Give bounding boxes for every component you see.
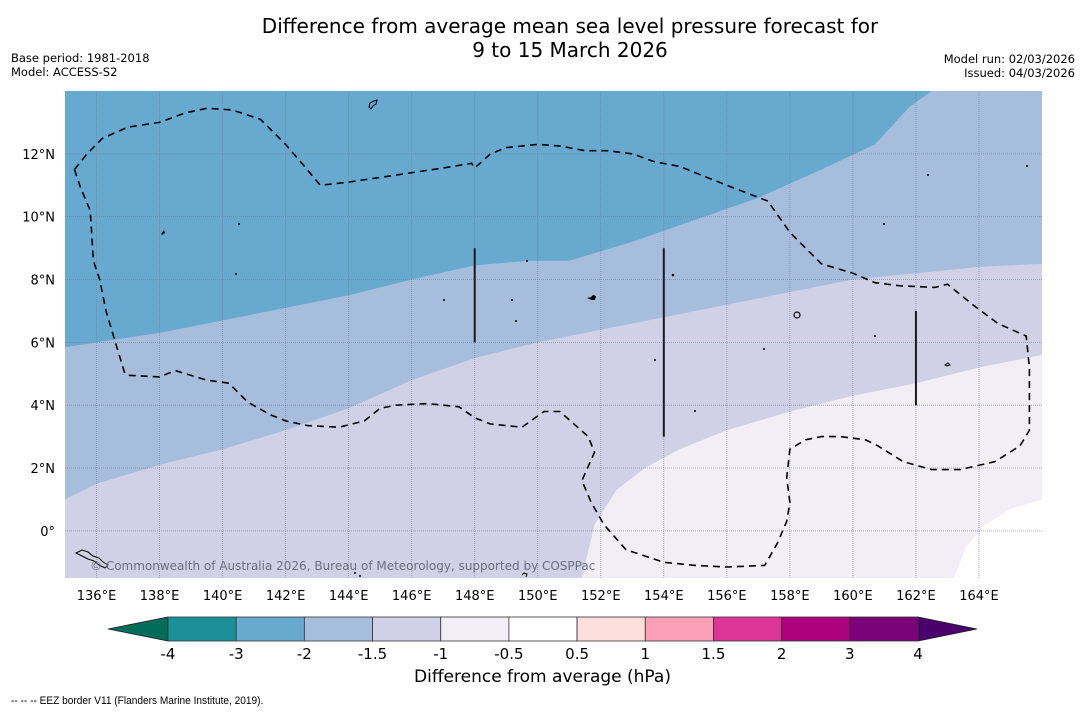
chart-title: Difference from average mean sea level p… bbox=[0, 14, 1085, 62]
longitude-label: 164°E bbox=[959, 589, 999, 604]
island bbox=[694, 410, 696, 412]
island bbox=[671, 273, 675, 277]
colorbar-swatch bbox=[303, 616, 373, 642]
longitude-label: 148°E bbox=[455, 589, 495, 604]
colorbar-tick-label: 1.5 bbox=[702, 645, 726, 662]
island bbox=[1026, 165, 1028, 167]
colorbar-swatch bbox=[781, 616, 851, 642]
colorbar-extend-high bbox=[917, 616, 978, 642]
colorbar-tick-labels: -4 -3 -2 -1.5 -1 -0.5 0.5 1 1.5 2 3 4 bbox=[161, 645, 923, 662]
longitude-label: 152°E bbox=[581, 589, 621, 604]
latitude-label: 4°N bbox=[31, 399, 56, 414]
colorbar-tick-label: -1 bbox=[433, 645, 448, 662]
longitude-label: 146°E bbox=[392, 589, 432, 604]
island bbox=[763, 348, 765, 350]
longitude-label: 140°E bbox=[203, 589, 243, 604]
colorbar-tick-label: -4 bbox=[161, 645, 176, 662]
field-bands bbox=[65, 91, 1042, 578]
map-canvas: © Commonwealth of Australia 2026, Bureau… bbox=[22, 91, 1042, 604]
island bbox=[944, 362, 951, 367]
colorbar-swatch bbox=[167, 616, 237, 642]
colorbar-tick-label: 4 bbox=[913, 645, 923, 662]
latitude-label: 8°N bbox=[31, 274, 56, 289]
latitude-label: 2°N bbox=[31, 462, 56, 477]
colorbar-tick-label: -3 bbox=[229, 645, 244, 662]
colorbar-extend-low bbox=[107, 616, 169, 642]
meta-right: Model run: 02/03/2026 Issued: 04/03/2026 bbox=[944, 52, 1075, 80]
island bbox=[354, 572, 356, 574]
colorbar-tick-label: 2 bbox=[777, 645, 787, 662]
latitude-tick-labels: 0° 2°N 4°N 6°N 8°N 10°N 12°N bbox=[22, 148, 55, 540]
island bbox=[443, 299, 445, 301]
island bbox=[521, 572, 528, 578]
model-run: Model run: 02/03/2026 bbox=[943, 52, 1075, 66]
longitude-tick-labels: 136°E 138°E 140°E 142°E 144°E 146°E 148°E 150°E… bbox=[77, 589, 999, 604]
eez-legend-note: -- -- -- EEZ border V11 (Flanders Marine… bbox=[11, 695, 264, 707]
island bbox=[161, 230, 165, 235]
latitude-label: 12°N bbox=[22, 148, 55, 163]
island bbox=[654, 359, 656, 361]
longitude-label: 158°E bbox=[770, 589, 810, 604]
island bbox=[515, 320, 517, 322]
island bbox=[793, 311, 801, 319]
map-plot-area: © Commonwealth of Australia 2026, Bureau… bbox=[65, 91, 1042, 578]
colorbar-swatch bbox=[644, 616, 714, 642]
colorbar-swatch bbox=[508, 616, 578, 642]
colorbar-tick-label: -1.5 bbox=[358, 645, 387, 662]
latitude-label: 10°N bbox=[22, 211, 55, 226]
colorbar-swatch bbox=[849, 616, 919, 642]
island bbox=[526, 260, 528, 262]
colorbar-tick-label: -0.5 bbox=[494, 645, 523, 662]
longitude-label: 154°E bbox=[644, 589, 684, 604]
latitude-label: 6°N bbox=[31, 336, 56, 351]
colorbar-swatch bbox=[713, 616, 783, 642]
island bbox=[883, 223, 885, 225]
base-period: Base period: 1981-2018 bbox=[11, 51, 150, 65]
longitude-label: 150°E bbox=[518, 589, 558, 604]
island bbox=[874, 335, 876, 337]
island bbox=[74, 549, 109, 569]
longitude-label: 162°E bbox=[896, 589, 936, 604]
latitude-label: 0° bbox=[40, 525, 55, 540]
colorbar-swatch bbox=[576, 616, 646, 642]
longitude-label: 142°E bbox=[266, 589, 306, 604]
longitude-label: 136°E bbox=[77, 589, 117, 604]
colorbar-swatches bbox=[107, 616, 978, 642]
colorbar-tick-label: 3 bbox=[845, 645, 855, 662]
island bbox=[587, 295, 596, 300]
colorbar-swatch bbox=[440, 616, 510, 642]
meridian-markers bbox=[473, 248, 917, 437]
band--3-to--2 bbox=[65, 91, 932, 348]
title-line-1: Difference from average mean sea level p… bbox=[261, 14, 879, 38]
island bbox=[359, 575, 361, 577]
colorbar-tick-label: -2 bbox=[297, 645, 312, 662]
model-name: Model: ACCESS-S2 bbox=[11, 65, 118, 79]
coastlines bbox=[74, 99, 1028, 578]
longitude-label: 138°E bbox=[140, 589, 180, 604]
colorbar-swatch bbox=[372, 616, 442, 642]
eez-border bbox=[73, 107, 1031, 568]
colorbar-tick-label: 0.5 bbox=[565, 645, 589, 662]
issued-date: Issued: 04/03/2026 bbox=[964, 66, 1075, 80]
island bbox=[238, 223, 240, 225]
meta-left: Base period: 1981-2018 Model: ACCESS-S2 bbox=[11, 51, 150, 79]
longitude-label: 156°E bbox=[707, 589, 747, 604]
island bbox=[235, 273, 237, 275]
island bbox=[511, 299, 513, 301]
colorbar-swatch bbox=[235, 616, 305, 642]
longitude-label: 160°E bbox=[833, 589, 873, 604]
title-line-2: 9 to 15 March 2026 bbox=[472, 38, 668, 62]
graticule bbox=[65, 91, 1042, 578]
copyright-notice: © Commonwealth of Australia 2026, Bureau… bbox=[90, 559, 595, 573]
colorbar: -4 -3 -2 -1.5 -1 -0.5 0.5 1 1.5 2 3 4 bbox=[107, 616, 978, 662]
colorbar-title: Difference from average (hPa) bbox=[414, 667, 671, 687]
colorbar-tick-label: 1 bbox=[640, 645, 650, 662]
island bbox=[927, 174, 929, 176]
island bbox=[368, 99, 378, 110]
longitude-label: 144°E bbox=[329, 589, 369, 604]
